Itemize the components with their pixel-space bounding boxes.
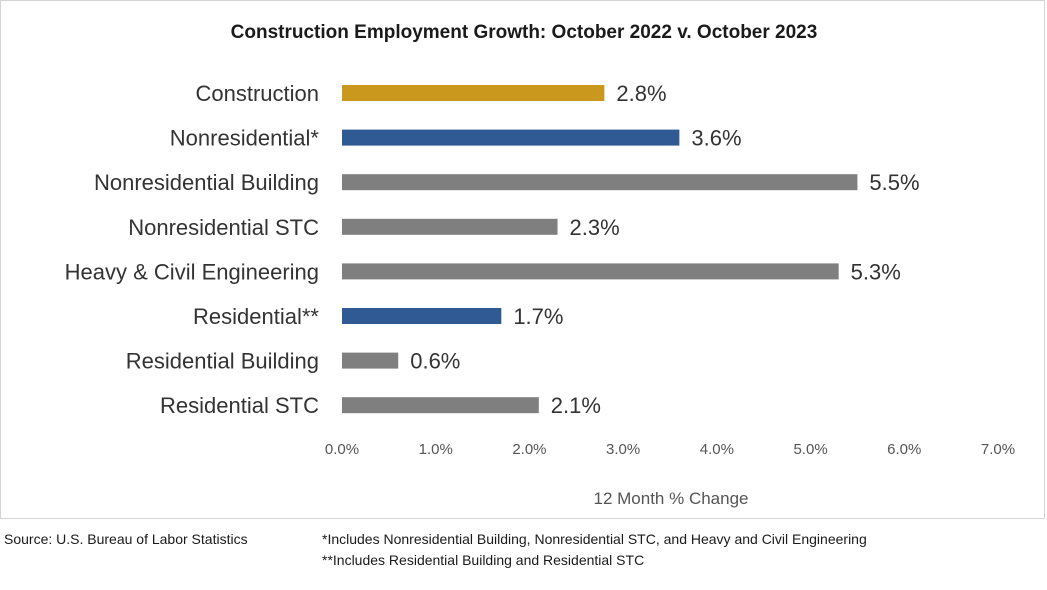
source-note: Source: U.S. Bureau of Labor Statistics xyxy=(4,531,248,547)
x-tick-label: 0.0% xyxy=(325,441,359,458)
x-tick-label: 1.0% xyxy=(419,441,453,458)
x-tick-label: 3.0% xyxy=(606,441,640,458)
x-tick-label: 6.0% xyxy=(887,441,921,458)
footnote-nonresidential: *Includes Nonresidential Building, Nonre… xyxy=(322,531,867,547)
bars-layer: Construction 2.8% Nonresidential* 3.6% Nonre… xyxy=(65,81,920,418)
value-label-residential-stc: 2.1% xyxy=(551,393,601,418)
x-axis-ticks: 0.0% 1.0% 2.0% 3.0% 4.0% 5.0% 6.0% 7.0% xyxy=(325,441,1015,458)
bar-heavy-civil-engineering xyxy=(342,263,839,280)
category-label-residential: Residential** xyxy=(193,304,319,329)
x-axis-title: 12 Month % Change xyxy=(594,489,749,508)
footnote-residential: **Includes Residential Building and Resi… xyxy=(322,552,645,568)
bar-nonresidential-building xyxy=(342,174,858,191)
category-label-residential-building: Residential Building xyxy=(126,349,319,374)
value-label-residential-building: 0.6% xyxy=(410,349,460,374)
x-tick-label: 5.0% xyxy=(793,441,827,458)
category-label-construction: Construction xyxy=(195,81,319,106)
category-label-nonresidential-stc: Nonresidential STC xyxy=(128,215,319,240)
bar-residential-stc xyxy=(342,397,539,414)
bar-chart: Construction Employment Growth: October … xyxy=(65,22,1015,508)
x-tick-label: 4.0% xyxy=(700,441,734,458)
bar-construction xyxy=(342,85,605,101)
bar-residential xyxy=(342,308,502,324)
category-label-residential-stc: Residential STC xyxy=(160,393,319,418)
x-tick-label: 7.0% xyxy=(981,441,1015,458)
value-label-heavy-civil-engineering: 5.3% xyxy=(851,259,901,284)
category-label-nonresidential: Nonresidential* xyxy=(170,126,320,151)
bar-nonresidential-stc xyxy=(342,218,558,235)
category-label-nonresidential-building: Nonresidential Building xyxy=(94,170,319,195)
value-label-construction: 2.8% xyxy=(616,81,666,106)
bar-nonresidential xyxy=(342,129,680,146)
x-tick-label: 2.0% xyxy=(512,441,546,458)
value-label-residential: 1.7% xyxy=(513,304,563,329)
category-label-heavy-civil-engineering: Heavy & Civil Engineering xyxy=(65,259,319,284)
chart-frame: Construction Employment Growth: October … xyxy=(0,0,1045,519)
value-label-nonresidential: 3.6% xyxy=(691,126,741,151)
bar-residential-building xyxy=(342,352,399,369)
value-label-nonresidential-stc: 2.3% xyxy=(570,215,620,240)
chart-title: Construction Employment Growth: October … xyxy=(231,22,818,43)
value-label-nonresidential-building: 5.5% xyxy=(869,170,919,195)
